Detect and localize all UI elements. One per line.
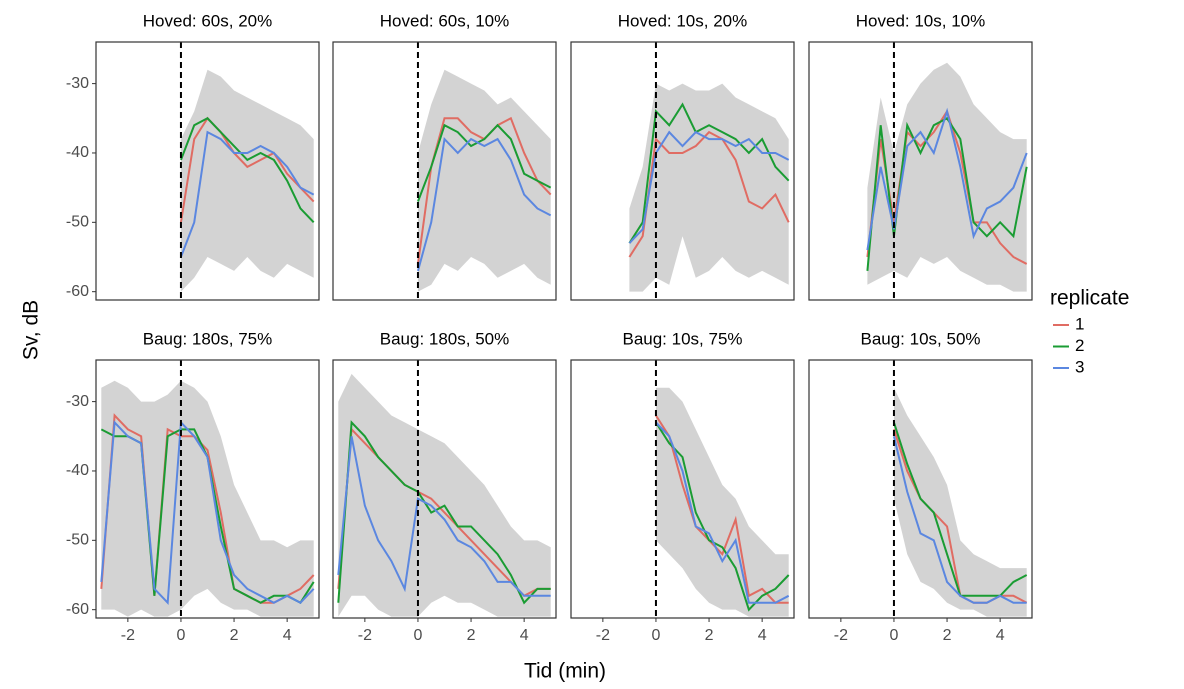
series-line (100, 420, 315, 606)
strip-title: Baug: 10s, 75% (622, 329, 742, 348)
x-tick-label: 0 (651, 627, 660, 644)
y-tick-label: -50 (66, 532, 89, 549)
legend-label: 3 (1075, 357, 1084, 376)
panel-border (332, 359, 557, 619)
series-line (337, 420, 551, 605)
y-tick-label: -50 (66, 214, 89, 231)
series-line (628, 102, 790, 244)
panel-border (95, 359, 320, 619)
x-tick-label: 2 (467, 627, 476, 644)
series-line (179, 116, 315, 223)
x-tick-label: -2 (596, 627, 610, 644)
strip-title: Hoved: 60s, 20% (143, 11, 272, 30)
y-tick-label: -30 (66, 75, 89, 92)
range-band (867, 62, 1027, 292)
x-tick-label: -2 (358, 627, 372, 644)
y-tick-label: -60 (66, 283, 89, 300)
x-tick-label: -2 (121, 627, 135, 644)
x-tick-label: -2 (834, 627, 848, 644)
panel-border (808, 41, 1033, 301)
range-band (629, 83, 789, 292)
panel-border (570, 359, 795, 619)
x-tick-label: 2 (230, 627, 239, 644)
x-tick-label: 4 (996, 627, 1005, 644)
legend-title: replicate (1050, 287, 1129, 310)
x-tick-label: 0 (413, 627, 422, 644)
range-band (417, 69, 551, 292)
strip-title: Baug: 180s, 50% (380, 329, 509, 348)
x-tick-label: 4 (283, 627, 292, 644)
range-band (101, 380, 314, 617)
panel-border (808, 359, 1033, 619)
y-tick-label: -60 (66, 601, 89, 618)
panel-border (570, 41, 795, 301)
x-tick-label: 2 (943, 627, 952, 644)
y-tick-label: -40 (66, 144, 89, 161)
series-line (337, 436, 551, 597)
series-line (866, 107, 1028, 251)
strip-title: Baug: 10s, 50% (860, 329, 980, 348)
y-axis-label: Sv, dB (20, 300, 43, 360)
series-line (180, 130, 315, 258)
series-line (628, 130, 790, 258)
series-line (655, 421, 790, 612)
series-line (417, 123, 552, 202)
x-tick-label: 0 (889, 627, 898, 644)
x-axis-label: Tid (min) (524, 660, 606, 683)
strip-title: Hoved: 10s, 10% (856, 11, 985, 30)
strip-title: Hoved: 60s, 10% (380, 11, 509, 30)
x-tick-label: 0 (176, 627, 185, 644)
range-band (893, 387, 1027, 617)
legend-label: 1 (1075, 314, 1084, 333)
panel-border (332, 41, 557, 301)
y-tick-label: -30 (66, 393, 89, 410)
y-tick-label: -40 (66, 462, 89, 479)
legend-label: 2 (1075, 336, 1084, 355)
x-tick-label: 2 (705, 627, 714, 644)
x-tick-label: 4 (758, 627, 767, 644)
series-line (416, 136, 552, 272)
series-line (892, 436, 1027, 604)
series-line (655, 421, 790, 604)
x-tick-label: 4 (520, 627, 529, 644)
panel-border (95, 41, 320, 301)
strip-title: Hoved: 10s, 20% (618, 11, 747, 30)
strip-title: Baug: 180s, 75% (143, 329, 272, 348)
series-line (180, 117, 315, 224)
range-band (655, 387, 789, 617)
